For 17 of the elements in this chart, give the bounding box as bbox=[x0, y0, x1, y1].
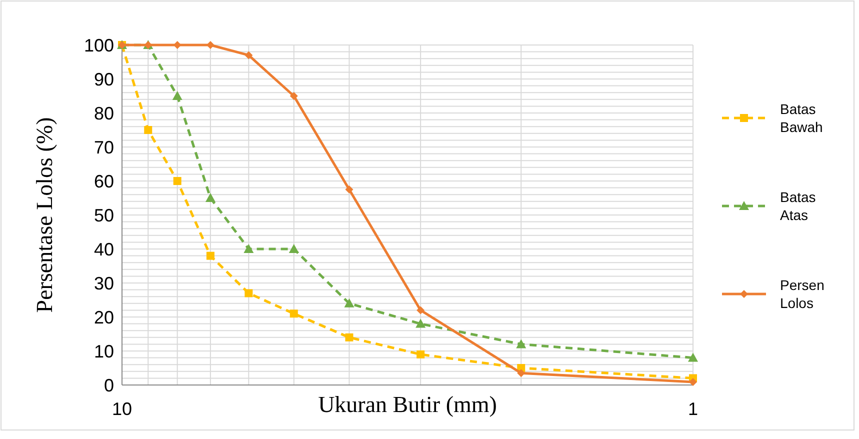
y-tick-label: 90 bbox=[94, 69, 114, 90]
x-tick-label: 1 bbox=[688, 399, 698, 419]
legend-label: Batas Bawah bbox=[780, 101, 823, 135]
y-tick-label: 70 bbox=[94, 137, 114, 158]
y-tick-label: 0 bbox=[104, 375, 114, 396]
y-tick-label: 50 bbox=[94, 205, 114, 226]
legend-label: Persen Lolos bbox=[780, 277, 824, 311]
y-tick-label: 20 bbox=[94, 307, 114, 328]
x-axis-title: Ukuran Butir (mm) bbox=[318, 392, 497, 417]
legend-label: Batas Atas bbox=[780, 189, 816, 223]
y-tick-label: 100 bbox=[84, 35, 114, 56]
y-tick-label: 60 bbox=[94, 171, 114, 192]
y-tick-label: 30 bbox=[94, 273, 114, 294]
y-axis-title: Persentase Lolos (%) bbox=[32, 117, 57, 313]
y-tick-label: 40 bbox=[94, 239, 114, 260]
y-tick-label: 80 bbox=[94, 103, 114, 124]
y-tick-label: 10 bbox=[94, 341, 114, 362]
